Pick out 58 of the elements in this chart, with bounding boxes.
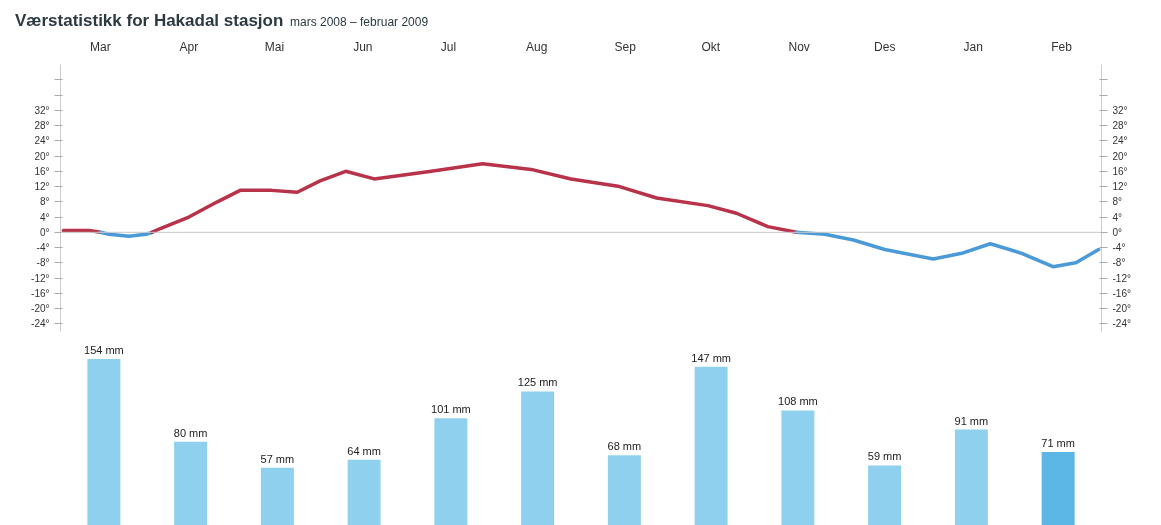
y-tick-label: 32° xyxy=(34,104,50,116)
y-tick-label: 8° xyxy=(39,196,50,208)
chart-title: Værstatistikk for Hakadal stasjon xyxy=(15,11,284,30)
data-label: 57 mm xyxy=(260,452,295,465)
x-tick-label: Feb xyxy=(1051,39,1073,54)
chart-subtitle: mars 2008 – februar 2009 xyxy=(290,15,429,29)
x-tick-label: Mar xyxy=(90,39,111,54)
y2-tick-label: 16° xyxy=(1112,165,1128,177)
y-tick-label: 0° xyxy=(39,226,50,238)
y-tick-label: -12° xyxy=(31,272,50,284)
x-tick-label: Okt xyxy=(701,39,721,54)
y2-tick-label: -8° xyxy=(1112,257,1126,269)
line-series xyxy=(794,230,1101,269)
y-tick-label: 4° xyxy=(39,211,50,223)
data-label: 80 mm xyxy=(173,426,208,439)
y2-tick-label: 12° xyxy=(1112,181,1128,193)
x-tick-label: Nov xyxy=(788,39,810,54)
data-label: 71 mm xyxy=(1041,436,1075,449)
y2-tick-label: 24° xyxy=(1112,135,1128,147)
y2-tick-label: 0° xyxy=(1112,226,1123,238)
data-label: 108 mm xyxy=(778,395,818,408)
y2-tick-label: -24° xyxy=(1112,318,1131,330)
y-tick-label: -20° xyxy=(31,303,50,315)
y2-tick-label: -12° xyxy=(1112,272,1131,284)
data-label: 147 mm xyxy=(691,351,732,364)
x-tick-label: Jul xyxy=(440,39,457,54)
y-tick-label: 28° xyxy=(34,120,50,132)
y-tick-label: -4° xyxy=(36,242,50,254)
x-tick-label: Jan xyxy=(963,39,983,54)
line-series xyxy=(150,161,799,235)
data-label: 101 mm xyxy=(431,403,471,416)
data-label: 154 mm xyxy=(84,343,124,356)
data-label: 125 mm xyxy=(517,376,558,389)
y2-tick-label: 4° xyxy=(1112,211,1123,223)
y-tick-label: 20° xyxy=(34,150,50,162)
data-label: 59 mm xyxy=(867,450,902,463)
y2-tick-label: 8° xyxy=(1112,196,1123,208)
x-tick-label: Apr xyxy=(179,39,199,54)
y2-tick-label: -16° xyxy=(1112,287,1131,299)
y-tick-label: 24° xyxy=(34,135,50,147)
x-tick-label: Des xyxy=(874,39,896,54)
y-tick-label: -24° xyxy=(31,318,50,330)
x-tick-label: Jun xyxy=(353,39,373,54)
data-label: 91 mm xyxy=(954,414,989,427)
y-tick-label: -16° xyxy=(31,287,50,299)
y2-tick-label: 28° xyxy=(1112,120,1128,132)
y2-tick-label: 20° xyxy=(1112,150,1128,162)
data-label: 68 mm xyxy=(607,440,642,453)
y-tick-label: -8° xyxy=(36,257,50,269)
x-tick-label: Sep xyxy=(614,39,637,54)
y2-tick-label: -20° xyxy=(1112,303,1131,315)
y-tick-label: 16° xyxy=(34,165,50,177)
data-label: 64 mm xyxy=(347,444,381,457)
x-tick-label: Aug xyxy=(526,39,548,54)
x-tick-label: Mai xyxy=(264,39,285,54)
y-tick-label: 12° xyxy=(34,181,50,193)
y2-tick-label: -4° xyxy=(1112,242,1126,254)
y2-tick-label: 32° xyxy=(1112,104,1128,116)
